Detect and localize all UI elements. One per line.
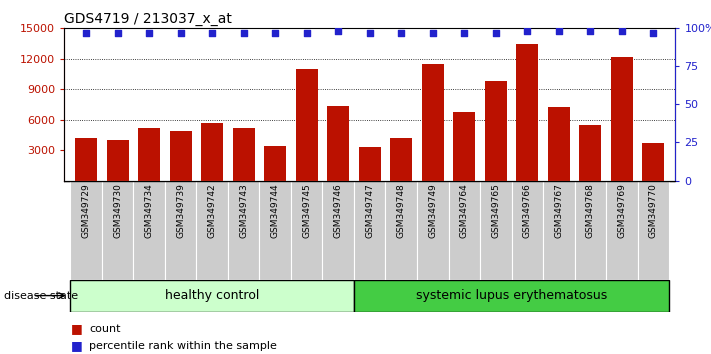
- Bar: [480, 181, 511, 280]
- Bar: [232, 128, 255, 181]
- Point: [522, 29, 533, 34]
- Bar: [611, 57, 633, 181]
- Text: GSM349745: GSM349745: [302, 183, 311, 238]
- Text: GSM349743: GSM349743: [239, 183, 248, 238]
- Bar: [543, 181, 574, 280]
- Bar: [390, 138, 412, 181]
- Point: [112, 30, 123, 36]
- Text: GSM349739: GSM349739: [176, 183, 185, 238]
- Point: [80, 30, 92, 36]
- Text: healthy control: healthy control: [165, 289, 260, 302]
- Bar: [638, 181, 669, 280]
- Text: GSM349768: GSM349768: [586, 183, 595, 238]
- Bar: [511, 181, 543, 280]
- Bar: [422, 64, 444, 181]
- Bar: [485, 81, 507, 181]
- Point: [395, 30, 407, 36]
- Point: [427, 30, 439, 36]
- Text: GSM349765: GSM349765: [491, 183, 501, 238]
- Bar: [606, 181, 638, 280]
- Text: GSM349747: GSM349747: [365, 183, 374, 238]
- Bar: [574, 181, 606, 280]
- Point: [616, 29, 628, 34]
- Text: ■: ■: [71, 339, 83, 352]
- Text: GSM349764: GSM349764: [460, 183, 469, 238]
- Point: [490, 30, 501, 36]
- Bar: [70, 181, 102, 280]
- Bar: [102, 181, 134, 280]
- Text: GSM349749: GSM349749: [428, 183, 437, 238]
- Text: GSM349748: GSM349748: [397, 183, 406, 238]
- Point: [459, 30, 470, 36]
- Text: GDS4719 / 213037_x_at: GDS4719 / 213037_x_at: [64, 12, 232, 26]
- Text: GSM349734: GSM349734: [144, 183, 154, 238]
- Text: count: count: [89, 324, 120, 333]
- Point: [333, 29, 344, 34]
- Bar: [134, 181, 165, 280]
- Bar: [579, 125, 602, 181]
- Bar: [323, 181, 354, 280]
- Text: GSM349767: GSM349767: [555, 183, 563, 238]
- Bar: [385, 181, 417, 280]
- Point: [206, 30, 218, 36]
- Bar: [260, 181, 291, 280]
- Text: GSM349744: GSM349744: [271, 183, 279, 238]
- Bar: [327, 107, 349, 181]
- Bar: [170, 131, 192, 181]
- Text: disease state: disease state: [4, 291, 77, 301]
- Text: ■: ■: [71, 322, 83, 335]
- Point: [238, 30, 250, 36]
- Bar: [449, 181, 480, 280]
- Bar: [516, 44, 538, 181]
- Bar: [165, 181, 196, 280]
- Point: [175, 30, 186, 36]
- Text: GSM349769: GSM349769: [617, 183, 626, 238]
- Bar: [642, 143, 664, 181]
- Bar: [138, 128, 160, 181]
- Bar: [107, 140, 129, 181]
- Text: GSM349729: GSM349729: [82, 183, 90, 238]
- Bar: [547, 108, 570, 181]
- Bar: [417, 181, 449, 280]
- Text: systemic lupus erythematosus: systemic lupus erythematosus: [416, 289, 607, 302]
- Bar: [296, 69, 318, 181]
- Point: [648, 30, 659, 36]
- Bar: [228, 181, 260, 280]
- Bar: [291, 181, 323, 280]
- Text: GSM349770: GSM349770: [649, 183, 658, 238]
- Text: GSM349766: GSM349766: [523, 183, 532, 238]
- Bar: [354, 181, 385, 280]
- Bar: [354, 280, 669, 312]
- Point: [144, 30, 155, 36]
- Bar: [358, 147, 381, 181]
- Text: percentile rank within the sample: percentile rank within the sample: [89, 341, 277, 350]
- Bar: [196, 181, 228, 280]
- Point: [553, 29, 565, 34]
- Bar: [201, 123, 223, 181]
- Bar: [264, 146, 287, 181]
- Text: GSM349742: GSM349742: [208, 183, 217, 238]
- Text: GSM349730: GSM349730: [113, 183, 122, 238]
- Point: [584, 29, 596, 34]
- Point: [301, 30, 312, 36]
- Bar: [70, 280, 354, 312]
- Point: [364, 30, 375, 36]
- Text: GSM349746: GSM349746: [333, 183, 343, 238]
- Bar: [75, 138, 97, 181]
- Bar: [453, 112, 476, 181]
- Point: [269, 30, 281, 36]
